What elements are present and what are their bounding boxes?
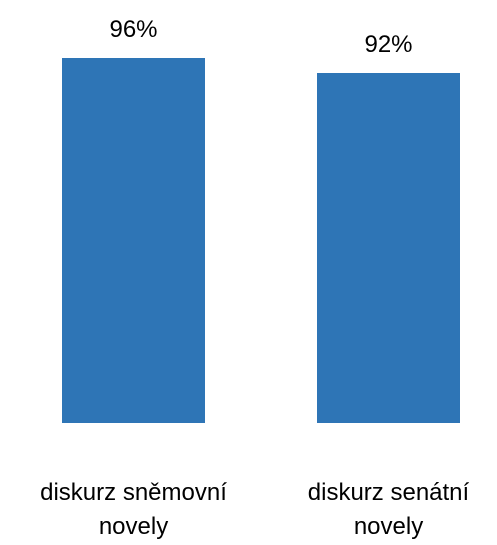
bar [62, 58, 205, 423]
x-tick-label: diskurz sněmovní novely [40, 479, 227, 540]
value-label: 92% [364, 31, 413, 59]
x-tick-label: diskurz senátní novely [307, 479, 470, 540]
bar [317, 73, 460, 423]
value-label: 96% [109, 16, 158, 44]
